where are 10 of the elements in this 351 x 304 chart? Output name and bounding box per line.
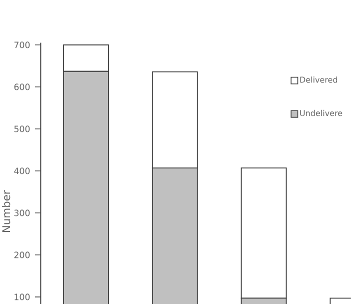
y-tick-label: 600 — [14, 84, 30, 90]
legend-label: Undelivere — [300, 110, 342, 116]
y-tick-label: 400 — [14, 168, 30, 174]
y-tick-label: 300 — [14, 210, 30, 216]
y-tick-label: 700 — [14, 42, 30, 48]
y-tick-label: 200 — [14, 252, 30, 258]
y-tick-label: 100 — [14, 294, 30, 300]
legend-label: Delivered — [300, 76, 338, 83]
y-tick-label: 500 — [14, 126, 30, 132]
y-axis-title: Number — [2, 190, 10, 232]
